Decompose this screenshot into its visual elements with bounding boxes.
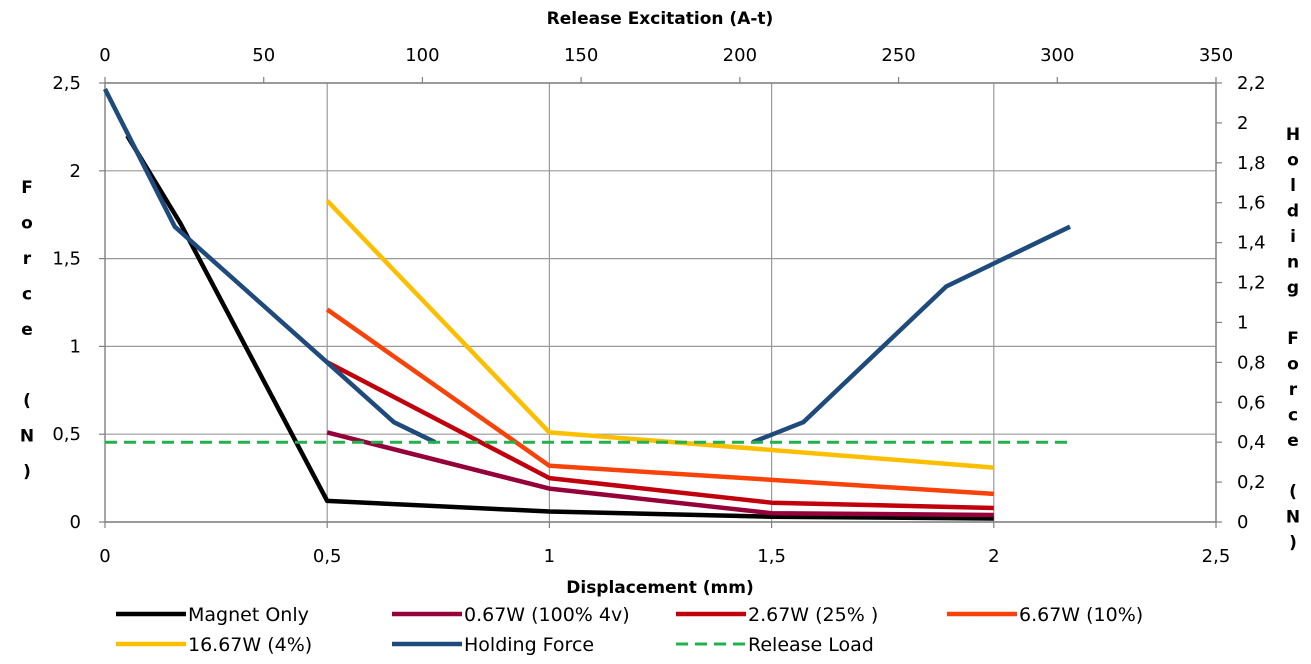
axes bbox=[99, 77, 1222, 528]
right-tick-label: 1 bbox=[1237, 312, 1248, 333]
bottom-tick-label: 0,5 bbox=[313, 546, 342, 567]
top-tick-label: 0 bbox=[99, 45, 110, 66]
axis-title-char: n bbox=[1287, 253, 1299, 273]
axis-title-char: i bbox=[1290, 227, 1296, 247]
axis-title-char: c bbox=[22, 285, 32, 305]
axis-title-char: o bbox=[21, 214, 33, 234]
left-tick-label: 0,5 bbox=[52, 424, 81, 445]
series-line-6 bbox=[751, 224, 1071, 445]
legend: Magnet Only 0.67W (100% 4v) 2.67W (25% ) 6.… bbox=[116, 604, 1143, 656]
top-tick-label: 100 bbox=[405, 45, 439, 66]
left-tick-label: 1,5 bbox=[52, 249, 81, 270]
top-tick-label: 200 bbox=[723, 45, 757, 66]
right-tick-label: 1,4 bbox=[1237, 233, 1266, 254]
bottom-tick-label: 2,5 bbox=[1202, 546, 1231, 567]
legend-label: Holding Force bbox=[464, 634, 594, 656]
axis-title-char: e bbox=[21, 320, 33, 340]
axis-title-char: ) bbox=[23, 462, 31, 482]
top-tick-label: 50 bbox=[252, 45, 275, 66]
left-tick-label: 1 bbox=[70, 336, 81, 357]
right-tick-label: 0,2 bbox=[1237, 472, 1266, 493]
bottom-tick-label: 1 bbox=[544, 546, 555, 567]
bottom-axis-title: Displacement (mm) bbox=[566, 578, 754, 598]
top-tick-label: 250 bbox=[881, 45, 915, 66]
legend-label: 6.67W (10%) bbox=[1019, 604, 1143, 626]
axis-title-char: o bbox=[1287, 151, 1299, 171]
legend-label: Magnet Only bbox=[188, 604, 309, 626]
axis-title-char: N bbox=[1286, 508, 1300, 528]
axis-title-char: F bbox=[21, 178, 33, 198]
tick-labels: 0 0,5 1 1,5 2 2,5 0 0,2 0,4 0,6 0,8 1 1,2 1,4 1,6 1,8 2 2… bbox=[52, 45, 1265, 567]
bottom-tick-label: 2 bbox=[988, 546, 999, 567]
right-tick-label: 2 bbox=[1237, 113, 1248, 134]
right-tick-label: 1,2 bbox=[1237, 273, 1266, 294]
series-line-1 bbox=[125, 134, 994, 521]
series-line-3 bbox=[326, 360, 994, 511]
right-tick-label: 0,8 bbox=[1237, 352, 1266, 373]
gridlines bbox=[105, 82, 1217, 523]
series-line-5 bbox=[325, 199, 994, 470]
legend-label: 2.67W (25% ) bbox=[748, 604, 878, 626]
left-tick-label: 2,5 bbox=[52, 73, 81, 94]
legend-label: 0.67W (100% 4v) bbox=[464, 604, 630, 626]
axis-title-char: g bbox=[1287, 278, 1299, 298]
right-tick-label: 0,4 bbox=[1237, 432, 1266, 453]
top-axis-title: Release Excitation (A-t) bbox=[547, 9, 774, 29]
axis-title-char: c bbox=[1288, 406, 1298, 426]
axis-title-char: ( bbox=[1289, 482, 1297, 502]
right-tick-label: 1,8 bbox=[1237, 153, 1266, 174]
right-tick-label: 1,6 bbox=[1237, 193, 1266, 214]
legend-label: Release Load bbox=[748, 634, 874, 656]
axis-title-char: F bbox=[1287, 329, 1299, 349]
left-tick-label: 2 bbox=[70, 161, 81, 182]
axis-title-char: r bbox=[1289, 380, 1298, 400]
legend-label: 16.67W (4%) bbox=[188, 634, 312, 656]
series-line-2 bbox=[326, 430, 994, 518]
axis-title-char: ) bbox=[1289, 533, 1297, 553]
series-lines bbox=[102, 87, 1071, 521]
top-tick-label: 150 bbox=[564, 45, 598, 66]
axis-title-char: N bbox=[20, 427, 34, 447]
axis-title-char: d bbox=[1287, 202, 1299, 222]
axis-title-char: ( bbox=[23, 391, 31, 411]
series-line-4 bbox=[325, 307, 994, 497]
axis-title-char: l bbox=[1290, 176, 1296, 196]
top-tick-label: 300 bbox=[1040, 45, 1074, 66]
right-tick-label: 0 bbox=[1237, 512, 1248, 533]
left-tick-label: 0 bbox=[70, 512, 81, 533]
axis-title-char: e bbox=[1287, 431, 1299, 451]
axis-title-char: o bbox=[1287, 355, 1299, 375]
right-tick-label: 2,2 bbox=[1237, 73, 1266, 94]
bottom-tick-label: 1,5 bbox=[757, 546, 786, 567]
axis-title-char: H bbox=[1286, 125, 1300, 145]
axis-title-char: r bbox=[23, 249, 32, 269]
left-axis-title: Force ( N) bbox=[20, 178, 34, 482]
bottom-tick-label: 0 bbox=[99, 546, 110, 567]
series-line-6 bbox=[102, 87, 437, 445]
top-tick-label: 350 bbox=[1199, 45, 1233, 66]
right-tick-label: 0,6 bbox=[1237, 392, 1266, 413]
